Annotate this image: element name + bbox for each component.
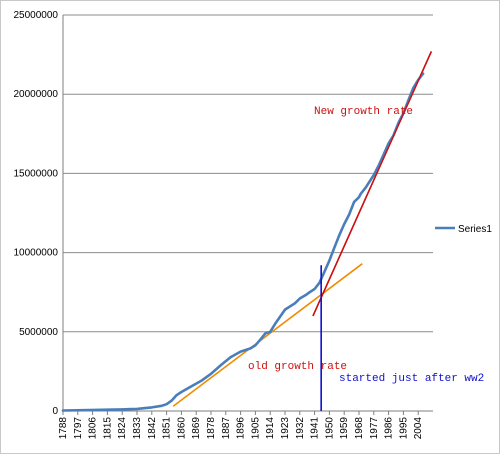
annotation-old-growth: old growth rate xyxy=(248,361,347,373)
y-tick-label: 15000000 xyxy=(14,168,59,179)
x-tick-label: 1959 xyxy=(339,417,350,440)
x-tick-label: 1842 xyxy=(147,417,158,440)
y-tick-label: 10000000 xyxy=(14,248,59,259)
x-tick-label: 1887 xyxy=(221,417,232,440)
y-tick-label: 0 xyxy=(52,406,58,417)
y-tick-label: 20000000 xyxy=(14,89,59,100)
new-growth-trendline-overlay xyxy=(312,51,432,317)
annotation-ww2: started just after ww2 xyxy=(339,373,484,385)
x-tick-label: 1923 xyxy=(280,417,291,440)
x-tick-label: 1824 xyxy=(117,417,128,440)
x-tick-label: 1815 xyxy=(102,417,113,440)
plot-area xyxy=(63,15,433,411)
x-tick-label: 1968 xyxy=(354,417,365,440)
x-tick-label: 1788 xyxy=(58,417,69,440)
x-tick-label: 1878 xyxy=(206,417,217,440)
x-tick-label: 1833 xyxy=(132,417,143,440)
x-tick-label: 1950 xyxy=(324,417,335,440)
y-tick-label: 25000000 xyxy=(14,10,59,21)
x-tick-label: 1932 xyxy=(295,417,306,440)
x-tick-label: 1860 xyxy=(176,417,187,440)
x-tick-label: 1995 xyxy=(398,417,409,440)
x-tick-label: 1797 xyxy=(73,417,84,440)
x-tick-label: 1905 xyxy=(250,417,261,440)
x-tick-label: 1851 xyxy=(162,417,173,440)
x-tick-label: 1986 xyxy=(384,417,395,440)
x-tick-label: 1806 xyxy=(88,417,99,440)
x-tick-label: 1977 xyxy=(369,417,380,440)
x-tick-label: 1941 xyxy=(310,417,321,440)
old-growth-trendline xyxy=(172,263,363,407)
y-tick-label: 5000000 xyxy=(19,327,58,338)
x-tick-label: 1896 xyxy=(236,417,247,440)
x-tick-label: 1869 xyxy=(191,417,202,440)
annotation-new-growth: New growth rate xyxy=(314,106,413,118)
series-line xyxy=(61,72,425,412)
x-tick-label: 1914 xyxy=(265,417,276,440)
x-tick-label: 2004 xyxy=(413,417,424,440)
legend-label: Series1 xyxy=(458,224,492,235)
